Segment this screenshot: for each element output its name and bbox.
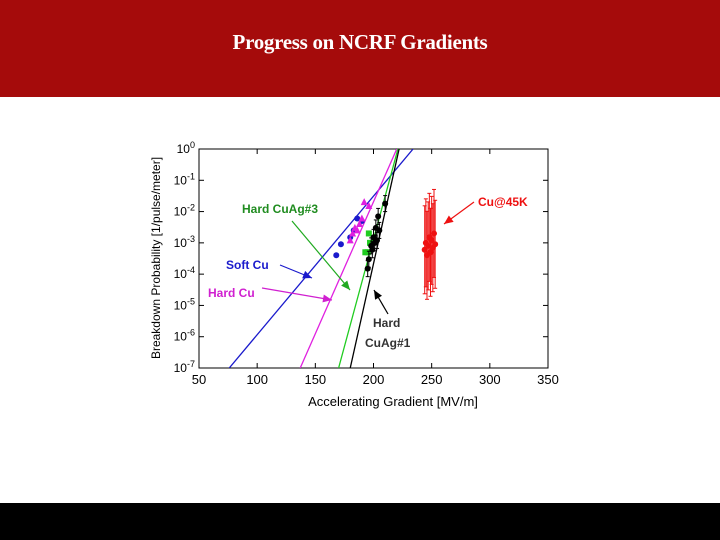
point-hard_cu: [360, 198, 368, 206]
label-cu-45k: Cu@45K: [478, 195, 528, 209]
point-cu_45k: [430, 230, 437, 237]
title-bar: [0, 0, 720, 97]
arrow-hard-cuag3: [291, 220, 351, 291]
label-cuag1: CuAg#1: [365, 336, 411, 350]
y-tick-label: 10-4: [174, 265, 195, 281]
label-hard: Hard: [373, 316, 400, 330]
point-hard_cu: [358, 214, 366, 222]
point-hard_cuag3: [367, 239, 374, 246]
arrow-hard-cu-head: [322, 294, 332, 303]
x-tick-label: 100: [246, 372, 268, 387]
point-hard_cuag1: [382, 200, 389, 207]
label-hard-cu: Hard Cu: [208, 286, 255, 300]
point-soft_cu: [337, 241, 344, 248]
x-tick-label: 150: [304, 372, 326, 387]
point-hard_cu: [353, 226, 361, 234]
fit-line-hard_cuag1: [349, 149, 400, 368]
point-hard_cuag1: [365, 256, 372, 263]
point-hard_cu: [365, 202, 373, 210]
y-tick-label: 10-2: [174, 203, 195, 219]
point-soft_cu: [333, 252, 340, 259]
label-hard-cuag3: Hard CuAg#3: [242, 202, 318, 216]
x-tick-label: 250: [421, 372, 443, 387]
y-tick-label: 10-3: [174, 234, 195, 250]
x-tick-label: 50: [192, 372, 206, 387]
arrow-hard-cu: [261, 287, 333, 301]
y-tick-label: 100: [177, 140, 195, 156]
y-tick-label: 10-6: [174, 328, 195, 344]
point-hard_cu: [349, 229, 357, 237]
point-hard_cuag3: [364, 249, 371, 256]
y-tick-label: 10-7: [174, 359, 195, 375]
slide-title: Progress on NCRF Gradients: [232, 30, 488, 54]
arrow-hard-cuag3-head: [341, 280, 350, 290]
y-axis-label: Breakdown Probability [1/pulse/meter]: [149, 157, 163, 359]
footer-bar: [0, 503, 720, 540]
x-tick-label: 200: [363, 372, 385, 387]
x-tick-label: 300: [479, 372, 501, 387]
point-hard_cu: [346, 236, 354, 244]
arrow-soft-cu-head: [302, 270, 312, 279]
point-hard_cu: [356, 220, 364, 228]
point-hard_cuag1: [375, 213, 382, 220]
arrow-hard-cuag1-head: [374, 290, 382, 300]
arrow-cu-45k-head: [444, 215, 454, 224]
label-soft-cu: Soft Cu: [226, 258, 269, 272]
fit-line-soft_cu: [228, 149, 414, 368]
x-axis-label: Accelerating Gradient [MV/m]: [308, 394, 478, 409]
fit-line-hard_cu: [299, 149, 398, 368]
y-tick-label: 10-1: [174, 171, 195, 187]
point-soft_cu: [354, 215, 361, 222]
point-hard_cuag1: [364, 265, 371, 272]
x-tick-label: 350: [537, 372, 559, 387]
point-hard_cuag3: [365, 230, 372, 237]
y-tick-label: 10-5: [174, 296, 195, 312]
breakdown-chart: 50 100 150 200 250 300 350 100 10-1 10-2 10-3 10-4 1…: [149, 140, 559, 409]
point-hard_cuag1: [376, 227, 383, 234]
point-cu_45k: [432, 241, 439, 248]
plot-frame: [198, 148, 549, 369]
